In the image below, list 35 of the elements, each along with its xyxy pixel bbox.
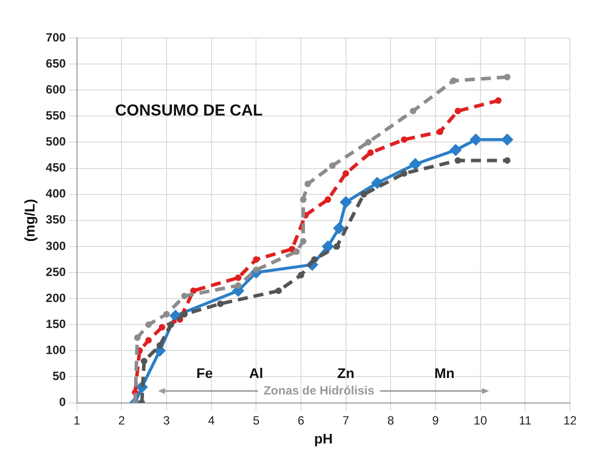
x-tick-label: 12 <box>563 413 577 428</box>
y-tick-label: 600 <box>46 82 66 96</box>
x-tick-label: 2 <box>118 413 126 428</box>
y-tick-label: 0 <box>59 395 66 410</box>
y-tick-label: 550 <box>46 108 66 122</box>
y-tick-label: 500 <box>46 134 66 149</box>
y-tick-label: 100 <box>46 343 66 357</box>
y-tick-label: 300 <box>46 238 66 253</box>
y-tick-label: 200 <box>46 290 66 305</box>
x-tick-label: 4 <box>208 413 215 428</box>
x-tick-label: 1 <box>73 413 80 428</box>
annotation: Zn <box>337 364 354 381</box>
annotation: Mn <box>434 364 455 381</box>
y-tick-label: 700 <box>46 30 66 44</box>
x-tick-label: 3 <box>163 413 170 428</box>
annotation: Al <box>249 364 264 381</box>
x-tick-label: 6 <box>298 413 305 428</box>
x-tick-label: 10 <box>474 413 488 428</box>
annotation: CONSUMO DE CAL <box>115 102 263 120</box>
x-tick-label: 5 <box>252 413 260 428</box>
y-tick-label: 50 <box>52 369 66 384</box>
y-tick-label: 450 <box>46 160 66 175</box>
annotation: Zonas de Hidrólisis <box>264 384 375 398</box>
y-tick-label: 250 <box>46 264 66 279</box>
x-tick-label: 7 <box>342 413 350 428</box>
x-tick-label: 11 <box>518 413 532 428</box>
x-tick-label: 8 <box>387 413 394 428</box>
y-tick-label: 400 <box>46 186 66 201</box>
y-tick-label: 150 <box>46 316 66 331</box>
y-tick-label: 650 <box>46 56 66 70</box>
x-axis-title: pH <box>314 430 333 446</box>
x-tick-label: 9 <box>432 413 440 428</box>
y-axis-title: (mg/L) <box>21 199 38 242</box>
annotation: Fe <box>196 364 213 381</box>
y-tick-label: 350 <box>46 212 66 227</box>
